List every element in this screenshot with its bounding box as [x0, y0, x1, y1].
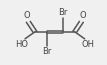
- Text: Br: Br: [42, 47, 51, 56]
- Text: OH: OH: [82, 40, 94, 49]
- Text: Br: Br: [58, 8, 68, 17]
- Text: HO: HO: [15, 40, 28, 49]
- Text: O: O: [80, 11, 86, 20]
- Text: O: O: [23, 11, 30, 20]
